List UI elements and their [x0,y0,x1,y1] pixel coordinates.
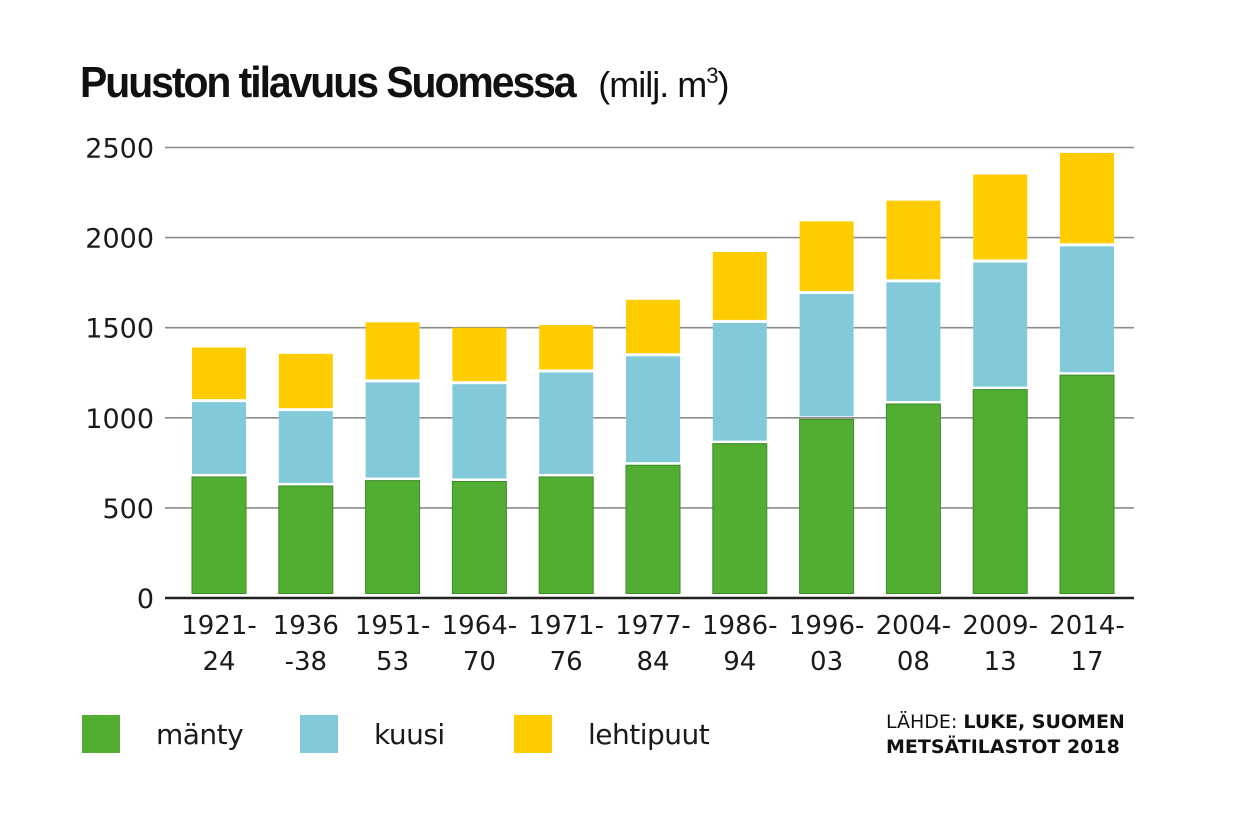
bar-stack [365,322,421,594]
bar-segment-manty [885,403,941,594]
legend-swatch-manty [82,715,120,753]
y-axis-ticks: 0 500 1000 1500 2000 2500 [85,134,154,616]
legend-item-kuusi: kuusi [300,715,445,753]
bar-stack [799,221,855,594]
bar-stack [712,252,768,595]
x-tick-label-line2: 84 [636,647,669,677]
bar-segment-kuusi [365,382,420,478]
x-tick-label-line2: 70 [463,647,496,677]
x-tick-label-line2: 53 [376,647,409,677]
bar-segment-manty [365,480,421,594]
legend-label-kuusi: kuusi [374,717,445,751]
y-tick-label: 2000 [85,224,154,255]
bar-segment-lehtipuut [712,252,767,320]
x-tick-label-line2: 17 [1070,647,1103,677]
bar-segment-manty [278,485,334,594]
x-tick-label-line1: 1996- [789,611,865,641]
x-tick-label-line1: 1921- [181,611,257,641]
y-tick-label: 500 [102,494,154,525]
y-tick-label: 1500 [85,314,154,345]
y-tick-label: 2500 [85,134,154,165]
legend-label-lehtipuut: lehtipuut [588,717,710,751]
bar-segment-kuusi [278,411,333,483]
bar-segment-lehtipuut [452,327,507,382]
bar-segment-kuusi [192,402,246,474]
bar-segment-kuusi [539,372,594,474]
bar-segment-manty [191,476,247,594]
bar-segment-lehtipuut [192,347,246,400]
x-tick-label-line2: 13 [984,647,1017,677]
x-tick-label-line1: 2009- [962,611,1038,641]
bar-segment-manty [1059,374,1115,594]
bar-segment-lehtipuut [539,324,594,370]
unit-prefix: (milj. m [598,64,707,105]
bar-segment-kuusi [799,294,854,417]
bar-segment-kuusi [1060,246,1114,373]
bar-segment-manty [625,464,681,594]
x-tick-label-line1: 1986- [702,611,778,641]
bar-segment-kuusi [712,322,767,441]
bar-segment-manty [972,389,1028,594]
bar-segment-lehtipuut [278,353,333,409]
y-tick-label: 1000 [85,404,154,435]
bar-segment-lehtipuut [1060,152,1114,244]
bar-segment-manty [538,476,594,594]
bar-stack [1059,152,1115,594]
x-tick-label-line1: 2004- [876,611,952,641]
bar-segment-manty [712,443,768,595]
bar-stack [191,347,247,594]
source-label: LÄHDE: [886,711,964,733]
bar-segment-lehtipuut [973,174,1028,260]
x-tick-label-line1: 1964- [442,611,518,641]
x-tick-label-line1: 1951- [355,611,431,641]
x-tick-label-line1: 1936 [273,611,339,641]
bar-segment-lehtipuut [799,221,854,292]
x-tick-label-line2: -38 [285,647,327,677]
bar-stack [451,327,507,594]
bar-segment-manty [451,480,507,594]
bar-segment-kuusi [452,384,507,479]
legend-swatch-kuusi [300,715,338,753]
bar-segment-lehtipuut [886,200,941,280]
bar-segment-kuusi [886,282,941,401]
x-tick-label-line2: 76 [550,647,583,677]
chart-title-main: Puuston tilavuus Suomessa [80,58,577,107]
unit-superscript: 3 [706,63,718,88]
unit-suffix: ) [717,64,729,105]
bar-stack [972,174,1028,594]
stacked-bar-chart: 0 500 1000 1500 2000 2500 1921- 24 1936 -38 1951-… [85,134,1134,677]
x-tick-label-line2: 94 [723,647,756,677]
bar-segment-kuusi [973,262,1028,387]
legend-item-lehtipuut: lehtipuut [514,715,710,753]
x-tick-label-line1: 1977- [615,611,691,641]
x-axis-ticks: 1921- 24 1936 -38 1951- 53 1964- 70 1971- 76 1977-… [181,611,1125,677]
chart-title-unit: (milj. m3) [598,63,729,106]
source-note: LÄHDE: LUKE, SUOMEN METSÄTILASTOT 2018 [886,710,1125,760]
y-tick-label: 0 [137,584,154,615]
legend-label-manty: mänty [156,717,244,751]
bar-stack [278,353,334,594]
bar-segment-lehtipuut [626,299,680,354]
chart-title: Puuston tilavuus Suomessa (milj. m3) [80,58,729,108]
x-tick-label-line1: 2014- [1049,611,1125,641]
x-tick-label-line2: 03 [810,647,843,677]
bar-segment-kuusi [626,356,680,463]
bar-stack [538,324,594,594]
bar-segment-manty [799,418,855,594]
bar-segment-lehtipuut [365,322,420,380]
x-tick-label-line2: 24 [202,647,235,677]
source-line1: LUKE, SUOMEN [963,711,1125,733]
bars [191,152,1115,595]
bar-stack [885,200,941,594]
x-tick-label-line1: 1971- [528,611,604,641]
source-line2: METSÄTILASTOT 2018 [886,736,1120,758]
legend-item-manty: mänty [82,715,244,753]
legend-swatch-lehtipuut [514,715,552,753]
bar-stack [625,299,681,594]
x-tick-label-line2: 08 [897,647,930,677]
